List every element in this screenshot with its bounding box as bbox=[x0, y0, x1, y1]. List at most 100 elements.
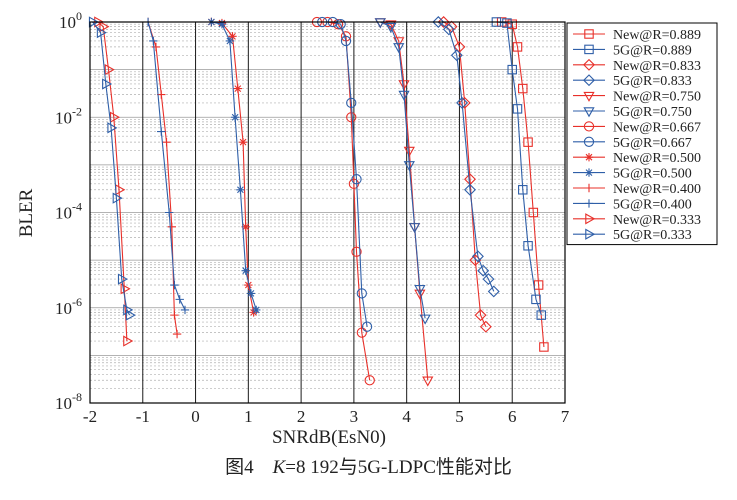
data-point bbox=[479, 320, 492, 333]
figure-caption: 图4 K=8 192与5G-LDPC性能对比 bbox=[0, 452, 737, 479]
data-point bbox=[403, 146, 415, 157]
data-point bbox=[471, 250, 484, 263]
data-point bbox=[482, 273, 495, 286]
legend-label: 5G@R=0.750 bbox=[613, 105, 692, 120]
x-tick-label: -1 bbox=[136, 407, 150, 426]
series bbox=[374, 18, 431, 325]
data-point bbox=[393, 43, 405, 54]
data-point bbox=[230, 113, 240, 122]
data-point bbox=[104, 63, 115, 76]
legend-label: New@R=0.400 bbox=[613, 182, 701, 197]
data-point bbox=[398, 90, 410, 101]
data-point bbox=[236, 185, 245, 194]
legend-marker bbox=[584, 168, 594, 177]
series-line bbox=[92, 21, 131, 316]
legend-label: New@R=0.333 bbox=[613, 213, 701, 228]
legend-entry: New@R=0.833 bbox=[573, 59, 701, 74]
data-point bbox=[458, 96, 471, 109]
data-point bbox=[332, 19, 344, 30]
legend-label: New@R=0.500 bbox=[613, 151, 701, 166]
data-point bbox=[102, 78, 113, 90]
data-point bbox=[536, 310, 546, 320]
data-point bbox=[241, 222, 250, 232]
data-point bbox=[450, 49, 463, 62]
data-point bbox=[351, 246, 362, 257]
series-line bbox=[97, 21, 128, 342]
series-line bbox=[496, 21, 542, 316]
y-tick-label: 100 bbox=[59, 9, 82, 32]
data-point bbox=[110, 111, 121, 123]
x-tick-label: 5 bbox=[455, 407, 464, 426]
y-tick-label: 10-6 bbox=[55, 295, 82, 318]
data-point bbox=[351, 174, 362, 185]
data-point bbox=[374, 18, 386, 29]
legend-entry: New@R=0.333 bbox=[573, 213, 701, 228]
x-axis-label: SNRdB(EsN0) bbox=[272, 427, 386, 448]
y-tick-label: 10-8 bbox=[55, 390, 82, 413]
data-point bbox=[99, 20, 110, 33]
legend-entry: 5G@R=0.667 bbox=[573, 136, 692, 151]
data-point bbox=[117, 273, 128, 285]
legend-entry: New@R=0.750 bbox=[573, 90, 701, 105]
data-point bbox=[398, 80, 410, 91]
data-point bbox=[361, 321, 373, 332]
series bbox=[432, 16, 500, 298]
legend-entry: New@R=0.667 bbox=[573, 120, 701, 135]
data-point bbox=[437, 16, 450, 28]
legend-marker bbox=[584, 29, 594, 39]
legend-marker bbox=[583, 74, 595, 87]
legend-label: New@R=0.750 bbox=[613, 90, 701, 105]
data-point bbox=[364, 375, 375, 386]
caption-figure-number: 图4 bbox=[225, 457, 254, 478]
data-point bbox=[523, 241, 533, 251]
data-point bbox=[507, 64, 517, 75]
data-point bbox=[151, 42, 161, 52]
data-point bbox=[414, 285, 426, 296]
x-tick-label: 4 bbox=[402, 407, 411, 426]
data-point bbox=[107, 122, 118, 134]
data-point bbox=[112, 192, 123, 204]
data-point bbox=[422, 376, 434, 387]
data-point bbox=[217, 19, 227, 29]
data-point bbox=[167, 222, 177, 232]
y-tick-label: 10-4 bbox=[55, 200, 82, 223]
legend-marker bbox=[584, 153, 594, 162]
data-point bbox=[356, 327, 367, 338]
legend-entry: New@R=0.889 bbox=[573, 28, 701, 43]
y-tick-label: 10-2 bbox=[55, 104, 82, 127]
data-point bbox=[385, 22, 397, 33]
data-point bbox=[531, 294, 541, 305]
data-point bbox=[164, 208, 174, 217]
data-point bbox=[149, 36, 158, 46]
x-tick-label: 3 bbox=[350, 407, 359, 426]
data-point bbox=[252, 305, 261, 315]
data-point bbox=[477, 264, 490, 277]
bler-chart: -2 -1 0 1 2 3 4 5 6 7 100 10-2 10-4 10-6 10-8 SNRdB(Es… bbox=[16, 9, 718, 448]
legend-label: New@R=0.833 bbox=[613, 59, 701, 74]
legend-marker bbox=[583, 107, 595, 118]
data-point bbox=[539, 342, 549, 352]
x-tick-label: 1 bbox=[244, 407, 253, 426]
caption-k-symbol: K bbox=[272, 457, 286, 478]
legend-label: 5G@R=0.333 bbox=[613, 228, 692, 243]
series-line bbox=[316, 21, 371, 381]
data-point bbox=[246, 289, 256, 298]
series-line bbox=[211, 21, 257, 311]
legend-entry: 5G@R=0.889 bbox=[573, 43, 692, 58]
legend-label: 5G@R=0.889 bbox=[613, 43, 692, 58]
data-point bbox=[512, 104, 523, 114]
data-point bbox=[125, 309, 136, 321]
data-point bbox=[512, 42, 523, 52]
caption-text: =8 192与5G-LDPC性能对比 bbox=[285, 457, 512, 478]
data-point bbox=[170, 310, 179, 320]
legend-entry: New@R=0.400 bbox=[573, 182, 701, 197]
data-point bbox=[157, 127, 166, 136]
x-tick-label: 6 bbox=[508, 407, 517, 426]
data-point bbox=[180, 305, 190, 315]
data-point bbox=[456, 96, 469, 109]
data-point bbox=[123, 304, 134, 316]
data-point bbox=[528, 207, 539, 218]
data-point bbox=[170, 280, 179, 290]
legend-marker bbox=[584, 44, 594, 55]
legend-entry: 5G@R=0.833 bbox=[573, 74, 692, 89]
